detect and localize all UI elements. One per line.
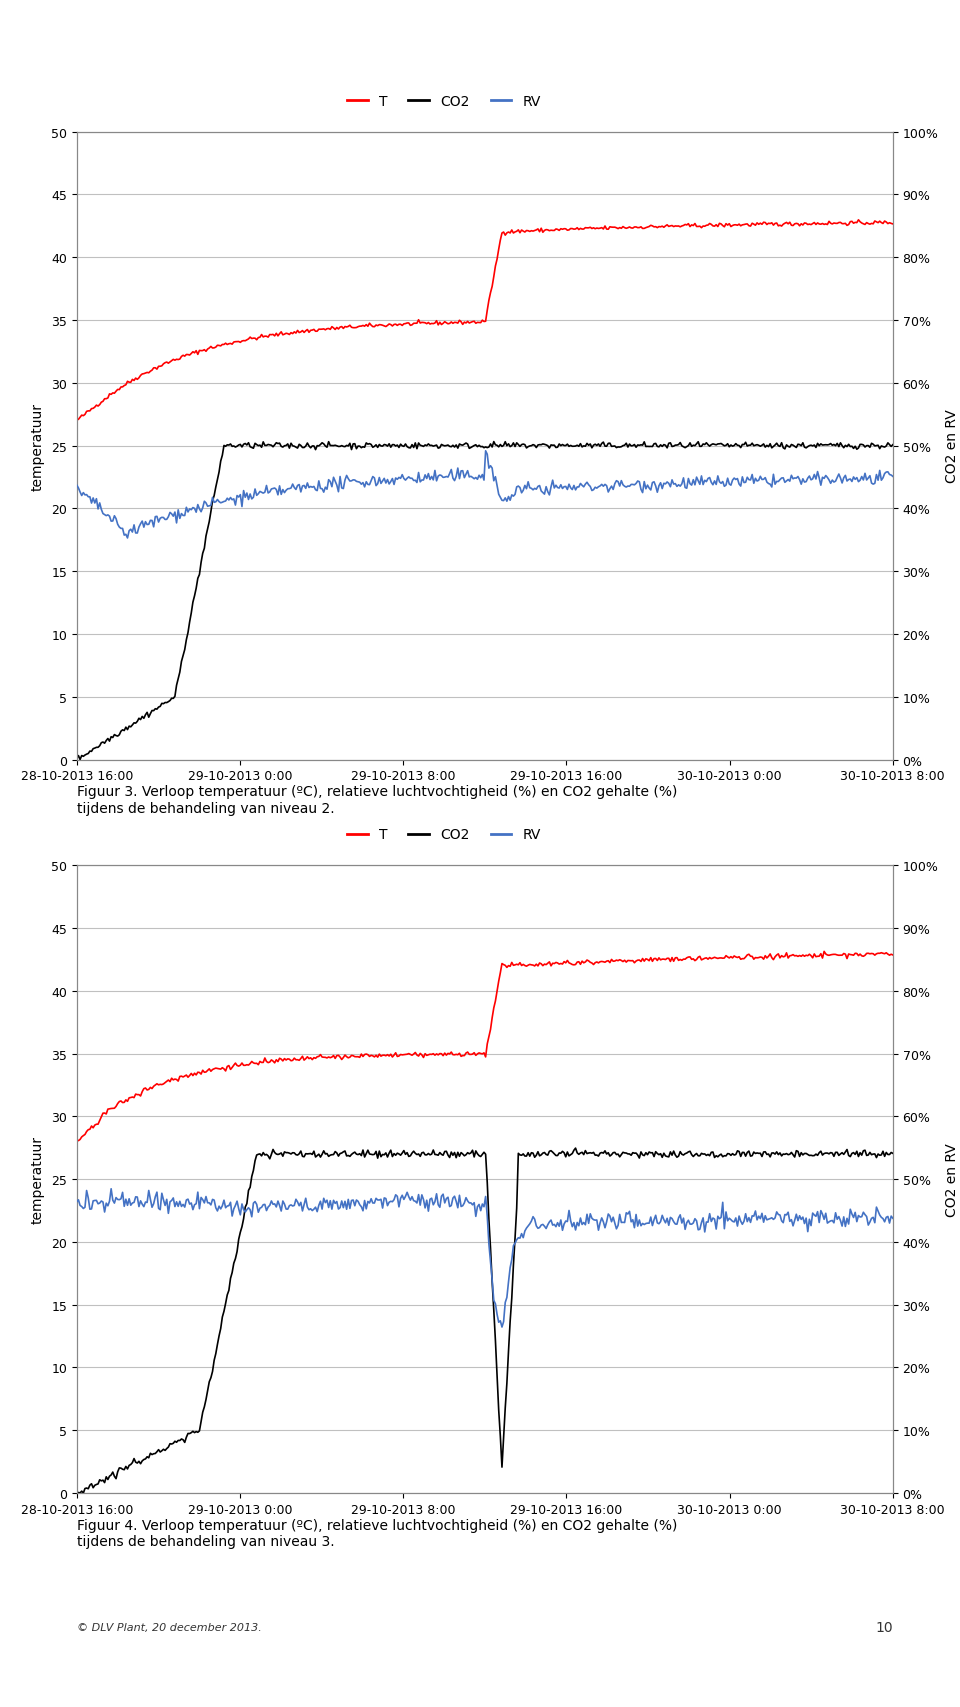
- Y-axis label: CO2 en RV: CO2 en RV: [946, 410, 959, 483]
- Text: DLV: DLV: [806, 19, 864, 46]
- Y-axis label: CO2 en RV: CO2 en RV: [946, 1142, 959, 1217]
- Text: plant: plant: [810, 65, 860, 85]
- Legend: T, CO2, RV: T, CO2, RV: [342, 89, 546, 114]
- Text: © DLV Plant, 20 december 2013.: © DLV Plant, 20 december 2013.: [77, 1622, 261, 1632]
- Y-axis label: temperatuur: temperatuur: [30, 1135, 44, 1224]
- Text: Figuur 3. Verloop temperatuur (ºC), relatieve luchtvochtigheid (%) en CO2 gehalt: Figuur 3. Verloop temperatuur (ºC), rela…: [77, 785, 677, 814]
- Legend: T, CO2, RV: T, CO2, RV: [342, 823, 546, 847]
- Text: 10: 10: [876, 1620, 893, 1634]
- Text: Figuur 4. Verloop temperatuur (ºC), relatieve luchtvochtigheid (%) en CO2 gehalt: Figuur 4. Verloop temperatuur (ºC), rela…: [77, 1518, 677, 1548]
- Y-axis label: temperatuur: temperatuur: [30, 403, 44, 490]
